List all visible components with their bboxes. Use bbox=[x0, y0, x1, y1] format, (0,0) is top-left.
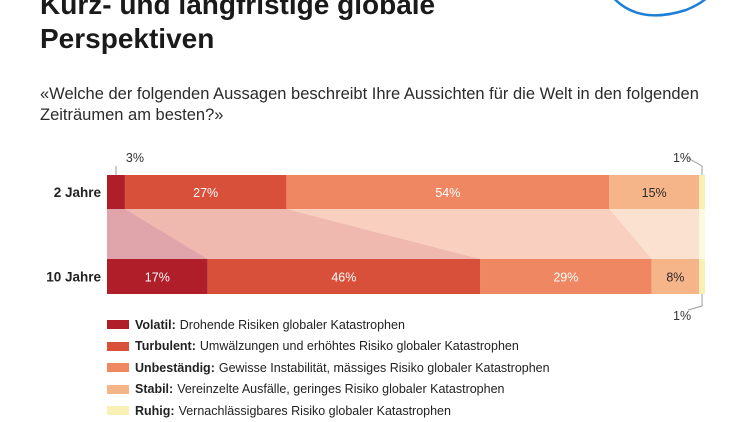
bar-segment-ruhig bbox=[699, 175, 705, 209]
bar-segment-unbeständig bbox=[286, 175, 610, 209]
legend-series-name: Ruhig: bbox=[135, 403, 175, 418]
data-label: 17% bbox=[145, 271, 170, 285]
legend-item-volatil: Volatil: Drohende Risiken globaler Katast… bbox=[107, 314, 550, 336]
legend-series-name: Unbeständig: bbox=[135, 360, 215, 375]
connector-band-turbulent bbox=[124, 209, 481, 259]
bar-segment-turbulent bbox=[124, 175, 287, 209]
connector-band-ruhig bbox=[699, 209, 705, 259]
data-label: 27% bbox=[193, 186, 218, 200]
legend-series-name: Turbulent: bbox=[135, 339, 196, 354]
bar-segment-unbeständig bbox=[480, 259, 652, 294]
legend-series-description: Gewisse Instabilität, mässiges Risiko gl… bbox=[218, 360, 550, 375]
brand-logo-icon bbox=[613, 0, 707, 17]
bar-segment-stabil bbox=[651, 259, 700, 294]
title-line-1: Kurz- und langfristige globale bbox=[40, 0, 436, 20]
data-label: 8% bbox=[666, 271, 684, 285]
data-label: 3% bbox=[126, 151, 144, 165]
legend-series-description: Vernachlässigbares Risiko globaler Katas… bbox=[178, 403, 451, 418]
page-title: Kurz- und langfristige globale Perspekti… bbox=[40, 0, 600, 56]
legend-series-description: Umwälzungen und erhöhtes Risiko globaler… bbox=[199, 339, 519, 354]
legend-series-description: Drohende Risiken globaler Katastrophen bbox=[179, 317, 405, 332]
legend-series-name: Stabil: bbox=[135, 382, 174, 397]
leader-line bbox=[687, 157, 703, 167]
bar-segment-volatil bbox=[107, 175, 125, 209]
bar-segment-turbulent bbox=[207, 259, 481, 294]
legend-swatch bbox=[107, 384, 129, 394]
legend-item-ruhig: Ruhig: Vernachlässigbares Risiko globaler… bbox=[107, 400, 550, 422]
leader-line bbox=[687, 305, 703, 311]
legend-series-description: Vereinzelte Ausfälle, geringes Risiko gl… bbox=[177, 382, 505, 397]
legend-item-unbeständig: Unbeständig: Gewisse Instabilität, mässig… bbox=[107, 357, 550, 379]
legend-swatch bbox=[107, 363, 129, 373]
chart-legend: Volatil: Drohende Risiken globaler Katast… bbox=[107, 314, 550, 422]
data-label: 29% bbox=[553, 271, 578, 285]
data-label: 1% bbox=[673, 151, 691, 165]
survey-question: «Welche der folgenden Aussagen beschreib… bbox=[40, 85, 699, 124]
data-label: 46% bbox=[331, 271, 356, 285]
bar-segment-volatil bbox=[107, 259, 208, 294]
bar-segment-stabil bbox=[609, 175, 700, 209]
bar-segment-ruhig bbox=[699, 259, 705, 294]
legend-swatch bbox=[107, 341, 129, 351]
data-label: 1% bbox=[673, 309, 691, 323]
connector-band-unbeständig bbox=[286, 209, 652, 259]
legend-swatch bbox=[107, 320, 129, 330]
legend-series-name: Volatil: bbox=[135, 317, 176, 332]
legend-swatch bbox=[107, 406, 129, 416]
title-line-2: Perspektiven bbox=[40, 23, 215, 54]
legend-item-turbulent: Turbulent: Umwälzungen und erhöhtes Risik… bbox=[107, 336, 550, 358]
data-label: 15% bbox=[642, 186, 667, 200]
legend-item-stabil: Stabil: Vereinzelte Ausfälle, geringes Ri… bbox=[107, 379, 550, 401]
category-label: 2 Jahre bbox=[54, 185, 102, 200]
connector-band-volatil bbox=[107, 209, 208, 259]
data-label: 54% bbox=[435, 186, 460, 200]
category-label: 10 Jahre bbox=[46, 270, 101, 285]
connector-band-stabil bbox=[609, 209, 700, 259]
